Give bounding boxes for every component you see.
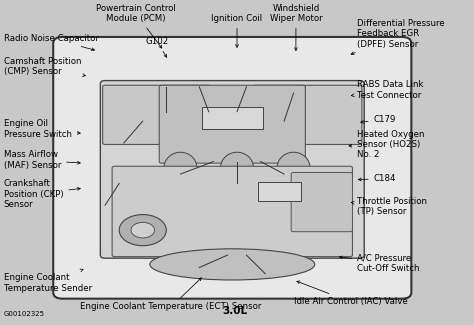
Ellipse shape: [277, 152, 310, 183]
Text: Ignition Coil: Ignition Coil: [211, 14, 263, 47]
FancyBboxPatch shape: [291, 173, 353, 232]
FancyBboxPatch shape: [201, 107, 263, 129]
Text: Mass Airflow
(MAF) Sensor: Mass Airflow (MAF) Sensor: [4, 150, 80, 170]
Text: Throttle Position
(TP) Sensor: Throttle Position (TP) Sensor: [351, 197, 427, 216]
Ellipse shape: [220, 152, 254, 183]
FancyBboxPatch shape: [100, 81, 364, 258]
Text: G102: G102: [145, 37, 169, 57]
FancyBboxPatch shape: [112, 166, 353, 257]
FancyBboxPatch shape: [159, 85, 305, 163]
Text: 3.0L: 3.0L: [222, 306, 247, 316]
Text: Idle Air Control (IAC) Valve: Idle Air Control (IAC) Valve: [293, 281, 407, 306]
FancyBboxPatch shape: [254, 85, 362, 144]
Circle shape: [131, 222, 155, 238]
Text: G00102325: G00102325: [4, 311, 45, 317]
Text: Differential Pressure
Feedback EGR
(DPFE) Sensor: Differential Pressure Feedback EGR (DPFE…: [351, 19, 445, 55]
FancyBboxPatch shape: [258, 182, 301, 201]
Text: Engine Coolant
Temperature Sender: Engine Coolant Temperature Sender: [4, 269, 92, 293]
Text: Engine Oil
Pressure Switch: Engine Oil Pressure Switch: [4, 119, 80, 138]
Text: Radio Noise Capacitor: Radio Noise Capacitor: [4, 34, 99, 51]
FancyBboxPatch shape: [53, 37, 411, 299]
Text: C184: C184: [358, 174, 396, 183]
Text: RABS Data Link
Test Connector: RABS Data Link Test Connector: [351, 80, 424, 100]
Ellipse shape: [164, 152, 197, 183]
Text: Crankshaft
Position (CKP)
Sensor: Crankshaft Position (CKP) Sensor: [4, 179, 80, 209]
Text: A/C Pressure
Cut-Off Switch: A/C Pressure Cut-Off Switch: [339, 253, 419, 273]
Text: Powertrain Control
Module (PCM): Powertrain Control Module (PCM): [96, 4, 175, 48]
Text: Heated Oxygen
Sensor (HO2S)
No. 2: Heated Oxygen Sensor (HO2S) No. 2: [349, 130, 425, 159]
Text: Camshaft Position
(CMP) Sensor: Camshaft Position (CMP) Sensor: [4, 57, 85, 76]
Text: Engine Coolant Temperature (ECT) Sensor: Engine Coolant Temperature (ECT) Sensor: [80, 278, 262, 311]
Ellipse shape: [150, 249, 315, 280]
Text: C179: C179: [361, 115, 396, 124]
Text: Windshield
Wiper Motor: Windshield Wiper Motor: [270, 4, 322, 50]
Circle shape: [119, 214, 166, 246]
FancyBboxPatch shape: [103, 85, 211, 144]
